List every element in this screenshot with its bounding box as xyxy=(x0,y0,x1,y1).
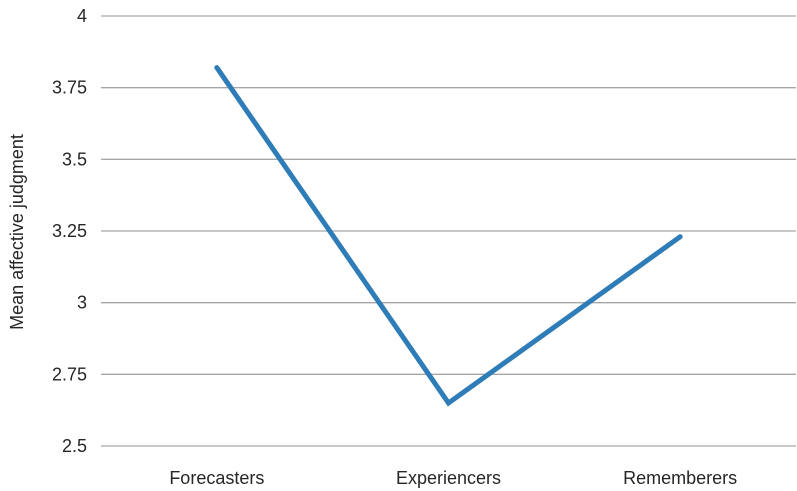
y-tick-label: 2.75 xyxy=(52,364,87,384)
series-group xyxy=(214,65,683,407)
series-line xyxy=(214,66,682,407)
y-tick-label: 2.5 xyxy=(62,436,87,456)
y-tick-label: 3 xyxy=(77,293,87,313)
y-axis-tick-labels: 2.5 2.75 3 3.25 3.5 3.75 4 xyxy=(52,6,87,456)
y-tick-label: 4 xyxy=(77,6,87,26)
gridlines xyxy=(101,15,796,447)
x-tick-label: Experiencers xyxy=(396,468,501,488)
y-tick-label: 3.75 xyxy=(52,78,87,98)
x-tick-label: Rememberers xyxy=(623,468,737,488)
data-point-forecasters xyxy=(214,65,220,71)
y-tick-label: 3.25 xyxy=(52,221,87,241)
x-tick-label: Forecasters xyxy=(169,468,264,488)
data-point-experiencers xyxy=(446,400,451,406)
y-axis-title: Mean affective judgment xyxy=(7,134,27,330)
y-tick-label: 3.5 xyxy=(62,149,87,169)
data-point-rememberers xyxy=(677,234,683,240)
x-axis-tick-labels: Forecasters Experiencers Rememberers xyxy=(169,468,737,488)
